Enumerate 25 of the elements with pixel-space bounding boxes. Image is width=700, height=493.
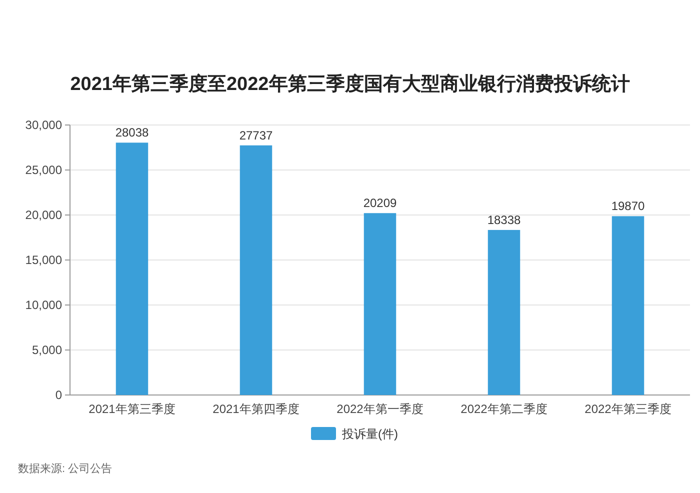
x-tick-label: 2021年第三季度 [88, 402, 176, 416]
bar [116, 142, 148, 395]
data-label: 27737 [239, 128, 274, 142]
y-tick-label: 15,000 [25, 253, 62, 267]
data-label: 18338 [487, 212, 522, 227]
x-tick-label: 2022年第三季度 [584, 402, 672, 416]
data-label: 20209 [363, 196, 398, 210]
chart-title: 2021年第三季度至2022年第三季度国有大型商业银行消费投诉统计 [70, 73, 630, 95]
legend-label: 投诉量(件) [341, 427, 398, 441]
y-tick-label: 0 [55, 388, 62, 402]
bar [240, 145, 272, 395]
source-note: 数据来源: 公司公告 [18, 462, 112, 475]
x-tick-label: 2021年第四季度 [212, 402, 300, 416]
y-tick-label: 5,000 [32, 343, 62, 357]
data-label: 28038 [115, 126, 150, 140]
y-tick-label: 10,000 [25, 298, 62, 312]
x-tick-label: 2022年第二季度 [460, 402, 548, 416]
x-tick-label: 2022年第一季度 [336, 402, 424, 416]
bar [612, 216, 644, 395]
y-tick-label: 25,000 [25, 163, 62, 177]
y-tick-label: 30,000 [25, 118, 62, 132]
bar [364, 213, 396, 395]
bar [488, 230, 520, 395]
data-label: 19870 [611, 199, 646, 214]
y-tick-label: 20,000 [25, 208, 62, 222]
